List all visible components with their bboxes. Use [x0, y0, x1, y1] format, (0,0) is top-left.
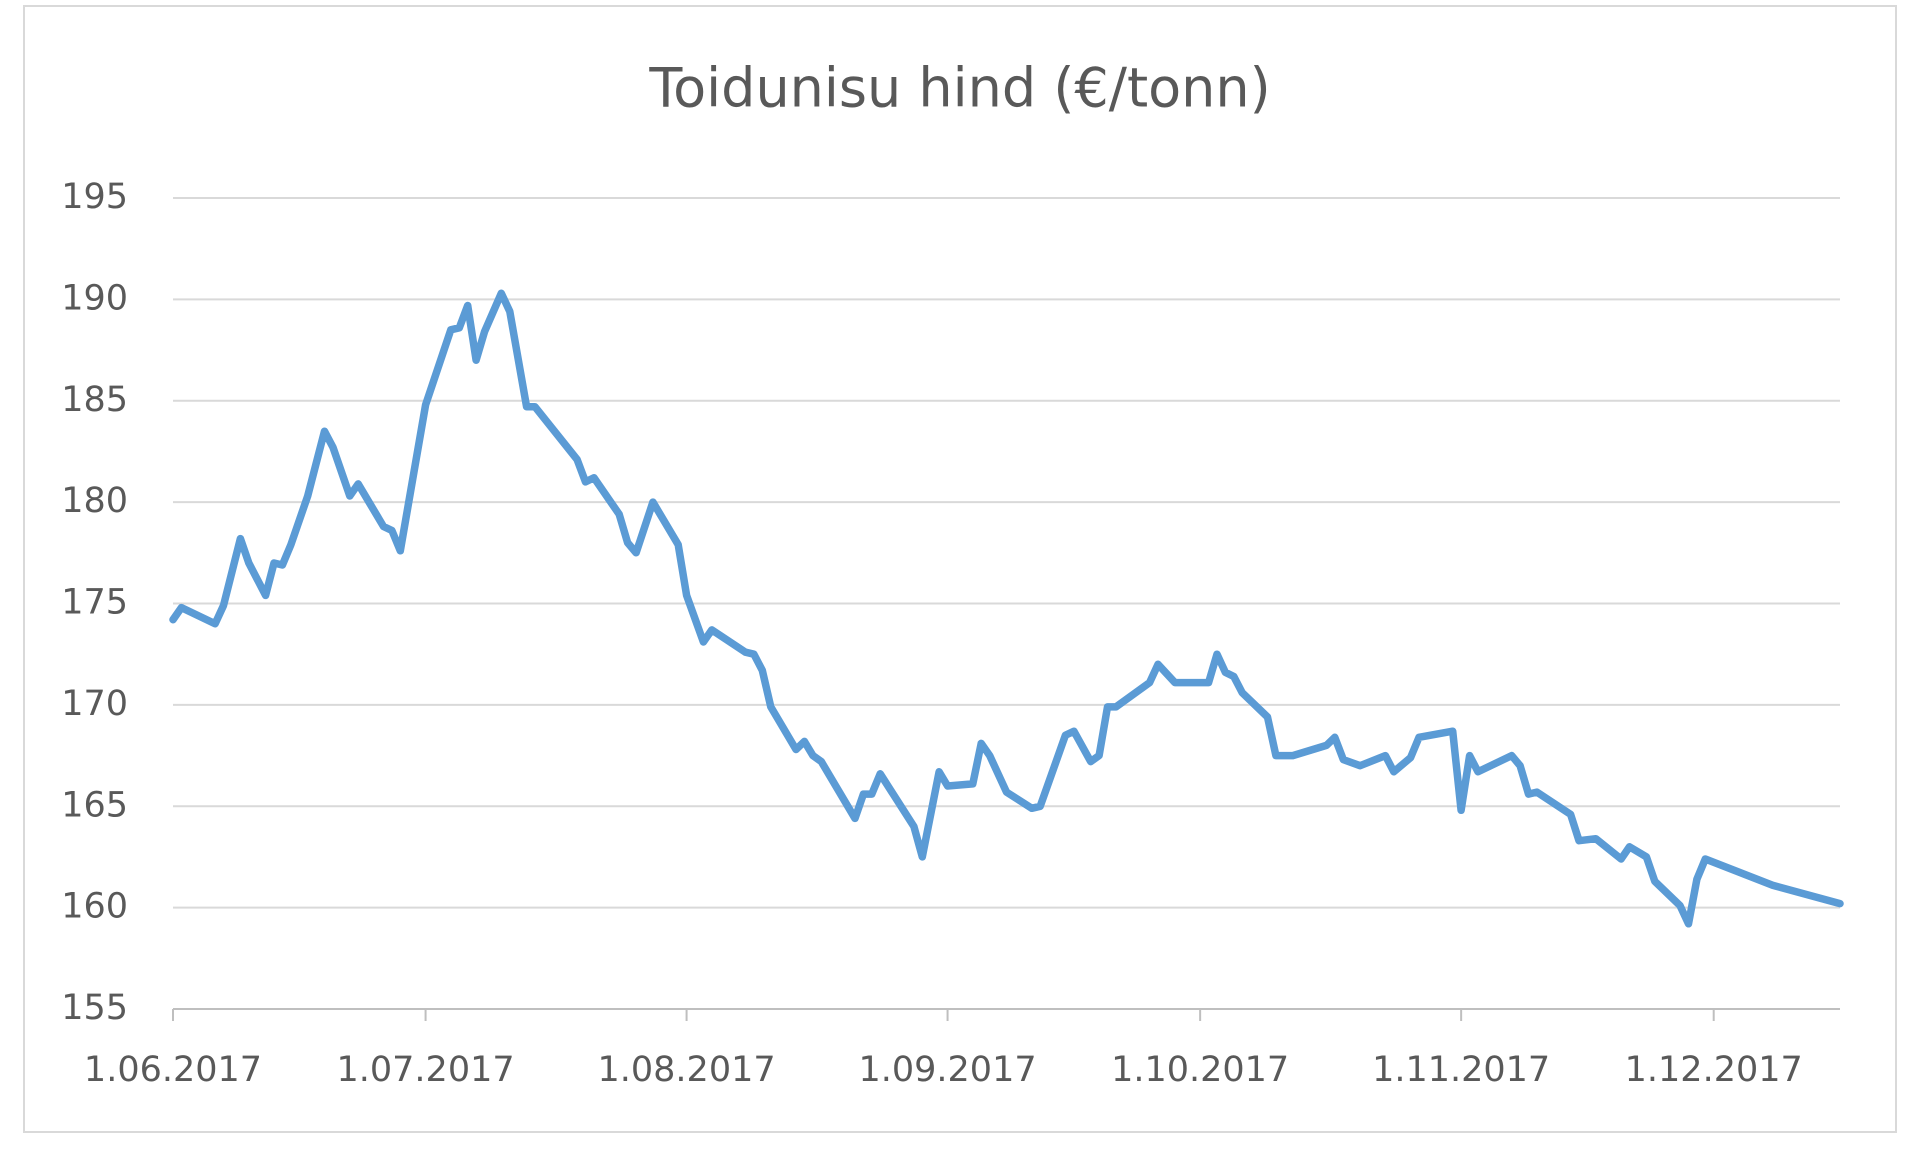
y-tick-label: 175 [61, 583, 128, 623]
x-tick-label: 1.06.2017 [84, 1050, 262, 1090]
x-tick-label: 1.08.2017 [598, 1050, 776, 1090]
y-tick-label: 180 [61, 481, 128, 521]
y-tick-label: 185 [61, 380, 128, 420]
x-tick-label: 1.07.2017 [337, 1050, 515, 1090]
x-tick-label: 1.10.2017 [1111, 1050, 1289, 1090]
y-tick-label: 190 [61, 278, 128, 318]
x-tick-label: 1.09.2017 [858, 1050, 1036, 1090]
y-tick-label: 170 [61, 684, 128, 724]
x-tick-label: 1.12.2017 [1625, 1050, 1803, 1090]
y-tick-label: 160 [61, 887, 128, 927]
chart-title: Toidunisu hind (€/tonn) [648, 57, 1270, 120]
chart-border [23, 5, 1897, 1133]
y-tick-label: 155 [61, 988, 128, 1028]
x-tick-label: 1.11.2017 [1372, 1050, 1550, 1090]
y-tick-label: 165 [61, 785, 128, 825]
line [169, 289, 1844, 928]
y-tick-label: 195 [61, 177, 128, 217]
